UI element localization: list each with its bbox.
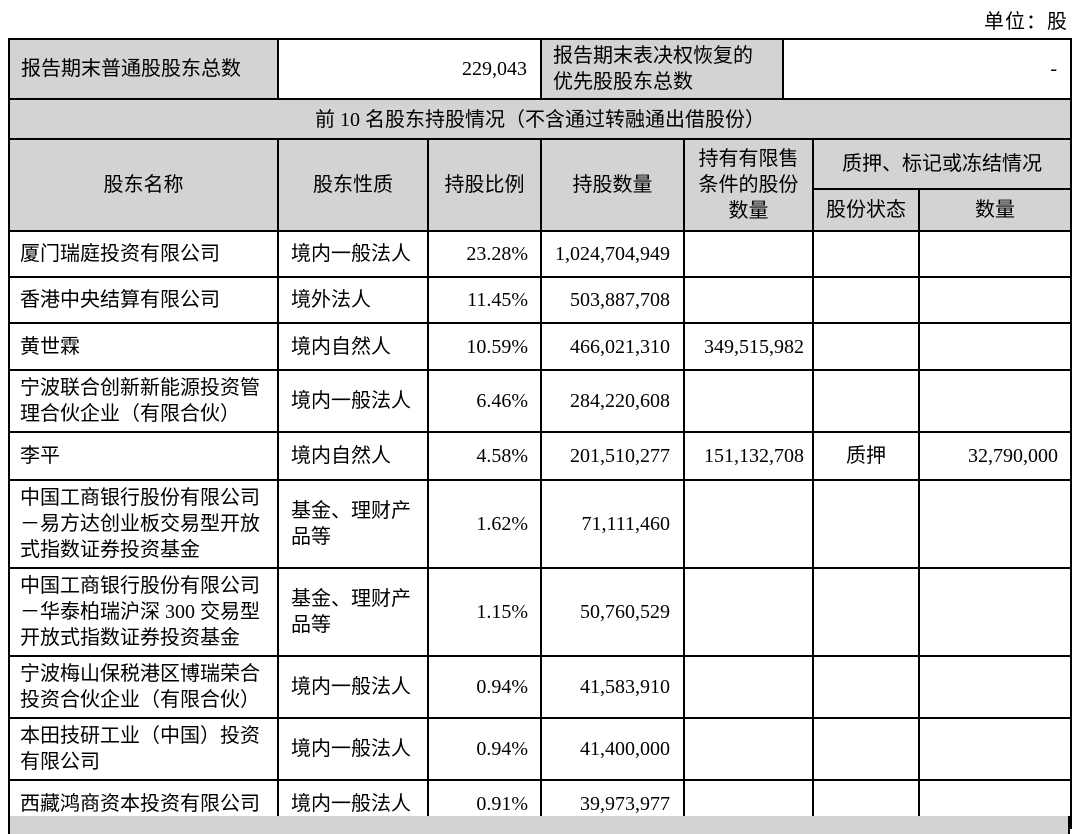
cell-restricted-shares: 151,132,708 — [683, 431, 814, 481]
cell-pledge-quantity — [918, 322, 1072, 371]
cell-shares-held: 503,887,708 — [540, 276, 685, 324]
cell-restricted-shares — [683, 567, 814, 657]
cell-shares-held: 71,111,460 — [540, 479, 685, 569]
ordinary-shareholders-label: 报告期末普通股股东总数 — [8, 38, 279, 100]
cell-pledge-status — [812, 717, 920, 781]
cell-shares-held: 41,400,000 — [540, 717, 685, 781]
cell-restricted-shares: 349,515,982 — [683, 322, 814, 371]
cell-restricted-shares — [683, 479, 814, 569]
col-header-shareholder-name: 股东名称 — [8, 138, 279, 232]
table-row: 中国工商银行股份有限公司－易方达创业板交易型开放式指数证券投资基金 基金、理财产… — [8, 479, 1072, 569]
cell-shareholding-ratio: 0.94% — [427, 655, 542, 719]
cell-shareholder-name: 厦门瑞庭投资有限公司 — [8, 230, 279, 278]
cell-pledge-status — [812, 655, 920, 719]
preferred-shareholders-value: - — [782, 38, 1072, 100]
cell-pledge-quantity — [918, 567, 1072, 657]
cell-shareholding-ratio: 11.45% — [427, 276, 542, 324]
cell-shareholding-ratio: 4.58% — [427, 431, 542, 481]
cell-shareholder-nature: 境内自然人 — [277, 322, 429, 371]
col-header-shareholding-ratio: 持股比例 — [427, 138, 542, 232]
cell-pledge-quantity: 32,790,000 — [918, 431, 1072, 481]
cell-pledge-status — [812, 567, 920, 657]
summary-table: 报告期末普通股股东总数 229,043 报告期末表决权恢复的 优先股股东总数 -… — [8, 38, 1072, 142]
ordinary-shareholders-value: 229,043 — [277, 38, 542, 100]
shareholders-table: 股东名称 股东性质 持股比例 持股数量 持有有限售 条件的股份 数量 质押、标记… — [8, 138, 1072, 829]
cell-restricted-shares — [683, 369, 814, 433]
shareholders-table-body: 厦门瑞庭投资有限公司 境内一般法人 23.28% 1,024,704,949 香… — [8, 230, 1072, 829]
cell-pledge-quantity — [918, 655, 1072, 719]
cell-shareholding-ratio: 10.59% — [427, 322, 542, 371]
cell-shares-held: 50,760,529 — [540, 567, 685, 657]
col-header-shareholder-nature: 股东性质 — [277, 138, 429, 232]
table-row: 宁波联合创新新能源投资管理合伙企业（有限合伙） 境内一般法人 6.46% 284… — [8, 369, 1072, 433]
cell-shareholder-nature: 基金、理财产品等 — [277, 567, 429, 657]
table-row: 本田技研工业（中国）投资有限公司 境内一般法人 0.94% 41,400,000 — [8, 717, 1072, 781]
cell-shares-held: 466,021,310 — [540, 322, 685, 371]
section-title: 前 10 名股东持股情况（不含通过转融通出借股份） — [8, 98, 1072, 142]
cell-shareholder-nature: 境内自然人 — [277, 431, 429, 481]
cell-restricted-shares — [683, 655, 814, 719]
cell-shareholder-nature: 境内一般法人 — [277, 230, 429, 278]
col-header-pledge-group: 质押、标记或冻结情况 — [812, 138, 1072, 190]
cell-shareholder-name: 香港中央结算有限公司 — [8, 276, 279, 324]
cell-shares-held: 201,510,277 — [540, 431, 685, 481]
section-title-row: 前 10 名股东持股情况（不含通过转融通出借股份） — [8, 98, 1072, 142]
cell-restricted-shares — [683, 230, 814, 278]
cell-pledge-status — [812, 230, 920, 278]
next-section-strip — [8, 816, 1070, 834]
cell-shares-held: 284,220,608 — [540, 369, 685, 433]
cell-shareholder-nature: 境外法人 — [277, 276, 429, 324]
cell-pledge-quantity — [918, 230, 1072, 278]
cell-shareholder-name: 宁波梅山保税港区博瑞荣合投资合伙企业（有限合伙） — [8, 655, 279, 719]
cell-pledge-quantity — [918, 717, 1072, 781]
col-header-pledge-quantity: 数量 — [918, 188, 1072, 232]
cell-pledge-status — [812, 369, 920, 433]
cell-shareholder-name: 中国工商银行股份有限公司－易方达创业板交易型开放式指数证券投资基金 — [8, 479, 279, 569]
cell-pledge-quantity — [918, 369, 1072, 433]
col-header-shares-held: 持股数量 — [540, 138, 685, 232]
cell-shareholder-name: 黄世霖 — [8, 322, 279, 371]
summary-row: 报告期末普通股股东总数 229,043 报告期末表决权恢复的 优先股股东总数 - — [8, 38, 1072, 100]
col-header-restricted-shares: 持有有限售 条件的股份 数量 — [683, 138, 814, 232]
table-row: 中国工商银行股份有限公司－华泰柏瑞沪深 300 交易型开放式指数证券投资基金 基… — [8, 567, 1072, 657]
cell-shareholding-ratio: 1.62% — [427, 479, 542, 569]
cell-shareholder-name: 本田技研工业（中国）投资有限公司 — [8, 717, 279, 781]
table-row: 厦门瑞庭投资有限公司 境内一般法人 23.28% 1,024,704,949 — [8, 230, 1072, 278]
cell-shareholding-ratio: 0.94% — [427, 717, 542, 781]
cell-shareholder-name: 李平 — [8, 431, 279, 481]
cell-shareholder-nature: 境内一般法人 — [277, 655, 429, 719]
cell-shareholding-ratio: 23.28% — [427, 230, 542, 278]
shareholders-table-header: 股东名称 股东性质 持股比例 持股数量 持有有限售 条件的股份 数量 质押、标记… — [8, 138, 1072, 232]
cell-shareholder-name: 宁波联合创新新能源投资管理合伙企业（有限合伙） — [8, 369, 279, 433]
preferred-shareholders-label: 报告期末表决权恢复的 优先股股东总数 — [540, 38, 784, 100]
table-row: 黄世霖 境内自然人 10.59% 466,021,310 349,515,982 — [8, 322, 1072, 371]
table-row: 宁波梅山保税港区博瑞荣合投资合伙企业（有限合伙） 境内一般法人 0.94% 41… — [8, 655, 1072, 719]
cell-shareholding-ratio: 1.15% — [427, 567, 542, 657]
cell-shares-held: 1,024,704,949 — [540, 230, 685, 278]
cell-pledge-quantity — [918, 276, 1072, 324]
cell-shareholding-ratio: 6.46% — [427, 369, 542, 433]
cell-pledge-status — [812, 276, 920, 324]
table-row: 香港中央结算有限公司 境外法人 11.45% 503,887,708 — [8, 276, 1072, 324]
unit-label: 单位：股 — [984, 11, 1068, 33]
cell-restricted-shares — [683, 717, 814, 781]
col-header-pledge-status: 股份状态 — [812, 188, 920, 232]
cell-shares-held: 41,583,910 — [540, 655, 685, 719]
cell-pledge-status: 质押 — [812, 431, 920, 481]
table-row: 李平 境内自然人 4.58% 201,510,277 151,132,708 质… — [8, 431, 1072, 481]
cell-pledge-status — [812, 322, 920, 371]
cell-restricted-shares — [683, 276, 814, 324]
cell-pledge-quantity — [918, 479, 1072, 569]
cell-shareholder-nature: 境内一般法人 — [277, 369, 429, 433]
cell-shareholder-name: 中国工商银行股份有限公司－华泰柏瑞沪深 300 交易型开放式指数证券投资基金 — [8, 567, 279, 657]
cell-shareholder-nature: 基金、理财产品等 — [277, 479, 429, 569]
cell-shareholder-nature: 境内一般法人 — [277, 717, 429, 781]
cell-pledge-status — [812, 479, 920, 569]
